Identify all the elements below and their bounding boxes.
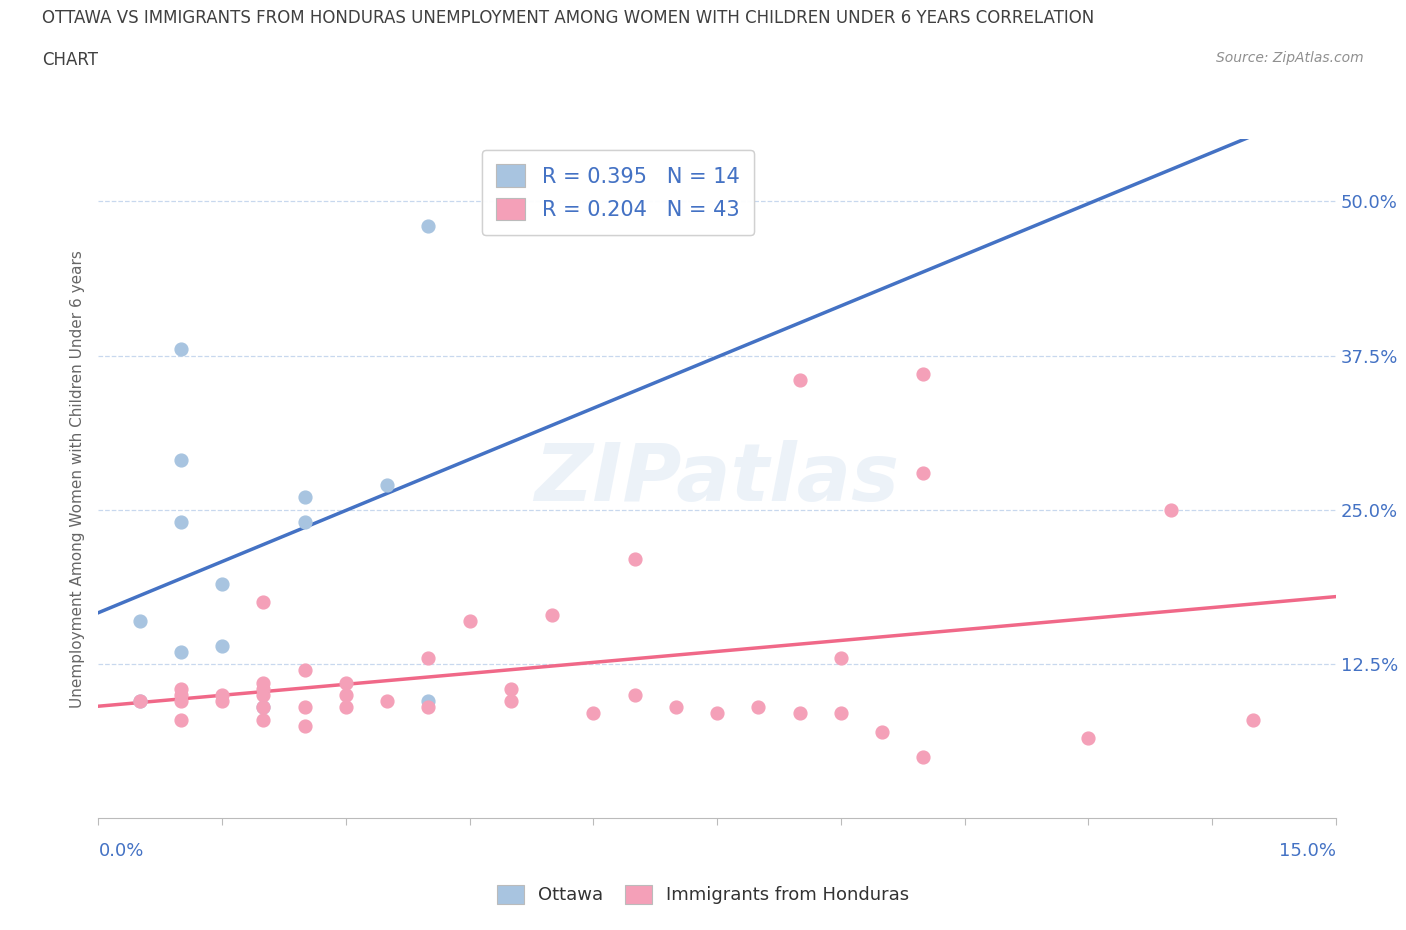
Point: [294, 490, 316, 505]
Point: [830, 650, 852, 665]
Point: [335, 687, 357, 702]
Point: [375, 478, 398, 493]
Point: [170, 453, 193, 468]
Point: [211, 638, 233, 653]
Point: [252, 700, 274, 715]
Point: [170, 644, 193, 659]
Point: [1077, 731, 1099, 746]
Point: [128, 694, 150, 709]
Point: [706, 706, 728, 721]
Point: [294, 718, 316, 733]
Point: [252, 687, 274, 702]
Point: [418, 219, 440, 233]
Point: [211, 694, 233, 709]
Legend: Ottawa, Immigrants from Honduras: Ottawa, Immigrants from Honduras: [489, 878, 917, 911]
Point: [830, 706, 852, 721]
Point: [458, 614, 481, 629]
Point: [1160, 502, 1182, 517]
Point: [335, 675, 357, 690]
Point: [1241, 712, 1264, 727]
Point: [170, 694, 193, 709]
Point: [499, 694, 522, 709]
Point: [294, 700, 316, 715]
Point: [418, 700, 440, 715]
Point: [623, 551, 645, 566]
Point: [665, 700, 688, 715]
Point: [418, 694, 440, 709]
Point: [211, 687, 233, 702]
Text: 15.0%: 15.0%: [1278, 842, 1336, 859]
Point: [170, 342, 193, 357]
Point: [375, 694, 398, 709]
Point: [252, 712, 274, 727]
Point: [912, 366, 935, 381]
Point: [582, 706, 605, 721]
Text: 0.0%: 0.0%: [98, 842, 143, 859]
Point: [789, 706, 811, 721]
Point: [170, 682, 193, 697]
Point: [252, 700, 274, 715]
Point: [418, 650, 440, 665]
Text: OTTAWA VS IMMIGRANTS FROM HONDURAS UNEMPLOYMENT AMONG WOMEN WITH CHILDREN UNDER : OTTAWA VS IMMIGRANTS FROM HONDURAS UNEMP…: [42, 9, 1094, 27]
Point: [128, 614, 150, 629]
Point: [747, 700, 769, 715]
Point: [252, 595, 274, 610]
Point: [912, 465, 935, 480]
Point: [128, 694, 150, 709]
Point: [294, 514, 316, 529]
Point: [294, 663, 316, 678]
Point: [170, 514, 193, 529]
Point: [541, 607, 564, 622]
Point: [252, 682, 274, 697]
Text: CHART: CHART: [42, 51, 98, 69]
Point: [335, 700, 357, 715]
Point: [499, 682, 522, 697]
Point: [789, 373, 811, 388]
Point: [252, 675, 274, 690]
Legend: R = 0.395   N = 14, R = 0.204   N = 43: R = 0.395 N = 14, R = 0.204 N = 43: [482, 150, 755, 235]
Y-axis label: Unemployment Among Women with Children Under 6 years: Unemployment Among Women with Children U…: [69, 250, 84, 708]
Point: [170, 712, 193, 727]
Point: [912, 750, 935, 764]
Point: [211, 577, 233, 591]
Point: [623, 687, 645, 702]
Point: [870, 724, 893, 739]
Text: ZIPatlas: ZIPatlas: [534, 440, 900, 518]
Text: Source: ZipAtlas.com: Source: ZipAtlas.com: [1216, 51, 1364, 65]
Point: [170, 687, 193, 702]
